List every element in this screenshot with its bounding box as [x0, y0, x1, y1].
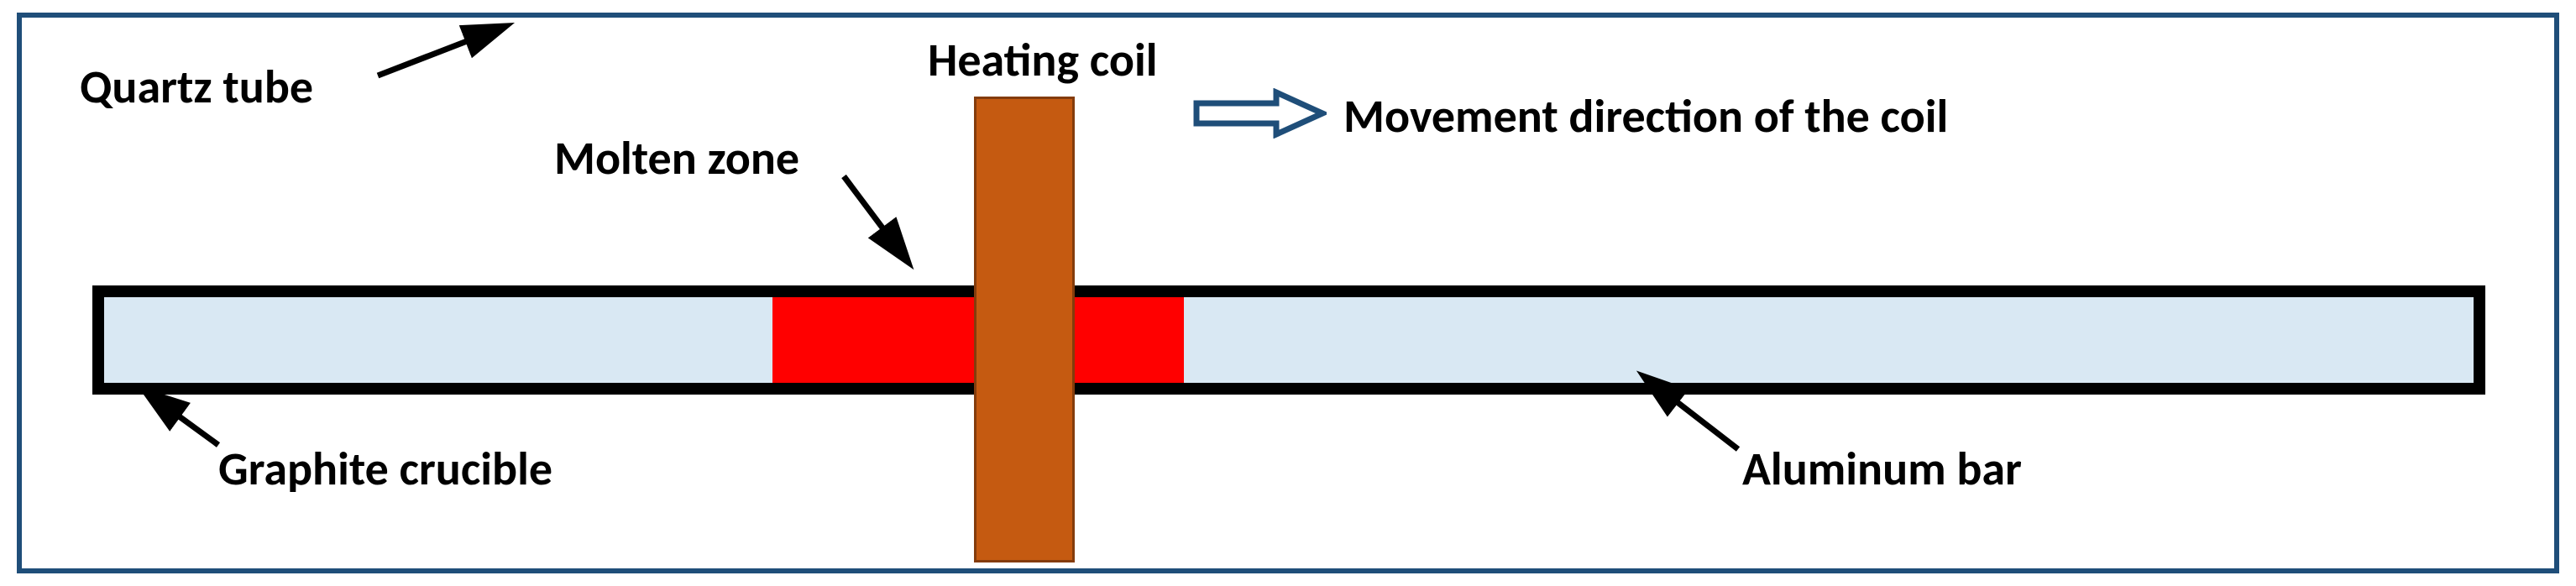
heating-coil-rect [974, 97, 1075, 562]
graphite-crucible-bar [92, 285, 2485, 395]
aluminum-bar-label: Aluminum bar [1742, 441, 2022, 498]
molten-zone-label: Molten zone [554, 130, 799, 187]
movement-arrow-icon [1192, 88, 1327, 139]
quartz-tube-label: Quartz tube [80, 59, 313, 116]
graphite-crucible-label: Graphite crucible [218, 441, 552, 498]
heating-coil-label: Heating coil [928, 32, 1157, 89]
movement-label: Movement direction of the coil [1343, 88, 1948, 145]
